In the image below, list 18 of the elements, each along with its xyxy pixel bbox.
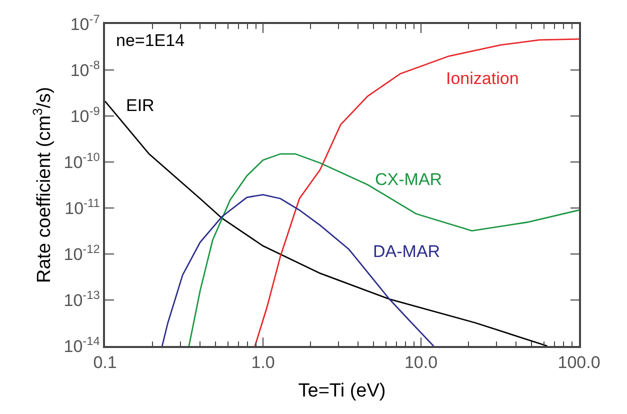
x-tick-label: 0.1 <box>93 353 117 372</box>
y-tick-label: 10$^{-10}$ <box>64 150 100 172</box>
series-label: CX-MAR <box>375 170 442 189</box>
y-tick-label: 10$^{-14}$ <box>64 334 100 356</box>
y-tick-label: 10$^{-13}$ <box>64 288 100 310</box>
y-tick-label: 10$^{-11}$ <box>64 196 100 218</box>
series-label: Ionization <box>446 69 519 88</box>
y-tick-label: 10$^{-9}$ <box>70 104 100 126</box>
y-tick-label: 10$^{-7}$ <box>70 12 100 34</box>
x-axis-title: Te=Ti (eV) <box>298 380 386 402</box>
series-label: EIR <box>126 96 154 115</box>
x-tick-label: 1.0 <box>251 353 275 372</box>
series-label: DA-MAR <box>373 242 440 261</box>
y-tick-label: 10$^{-8}$ <box>70 58 100 80</box>
annotation: ne=1E14 <box>116 31 185 50</box>
y-tick-label: 10$^{-12}$ <box>64 242 100 264</box>
x-tick-label: 10.0 <box>404 353 438 372</box>
x-tick-label: 100.0 <box>558 353 600 372</box>
